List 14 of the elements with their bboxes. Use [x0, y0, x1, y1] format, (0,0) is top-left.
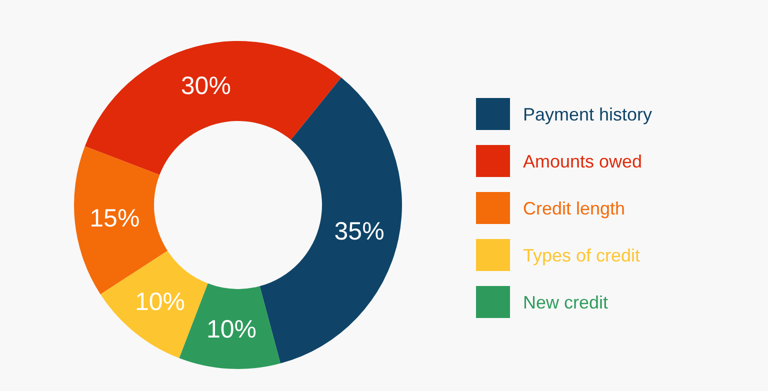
donut-slice — [100, 250, 208, 358]
legend-label: Amounts owed — [523, 151, 642, 172]
donut-slice — [74, 146, 168, 294]
data-label: 10% — [206, 316, 257, 344]
data-label: 10% — [134, 288, 185, 316]
data-label: 35% — [334, 218, 384, 246]
donut-slice — [260, 78, 402, 364]
donut-slice — [84, 41, 342, 175]
legend-label: Credit length — [523, 198, 626, 218]
data-label: 15% — [90, 204, 140, 233]
legend-label: Payment history — [523, 104, 652, 124]
data-label: 30% — [180, 72, 231, 100]
legend-label: Types of credit — [523, 245, 640, 266]
legend-label: New credit — [523, 292, 608, 312]
